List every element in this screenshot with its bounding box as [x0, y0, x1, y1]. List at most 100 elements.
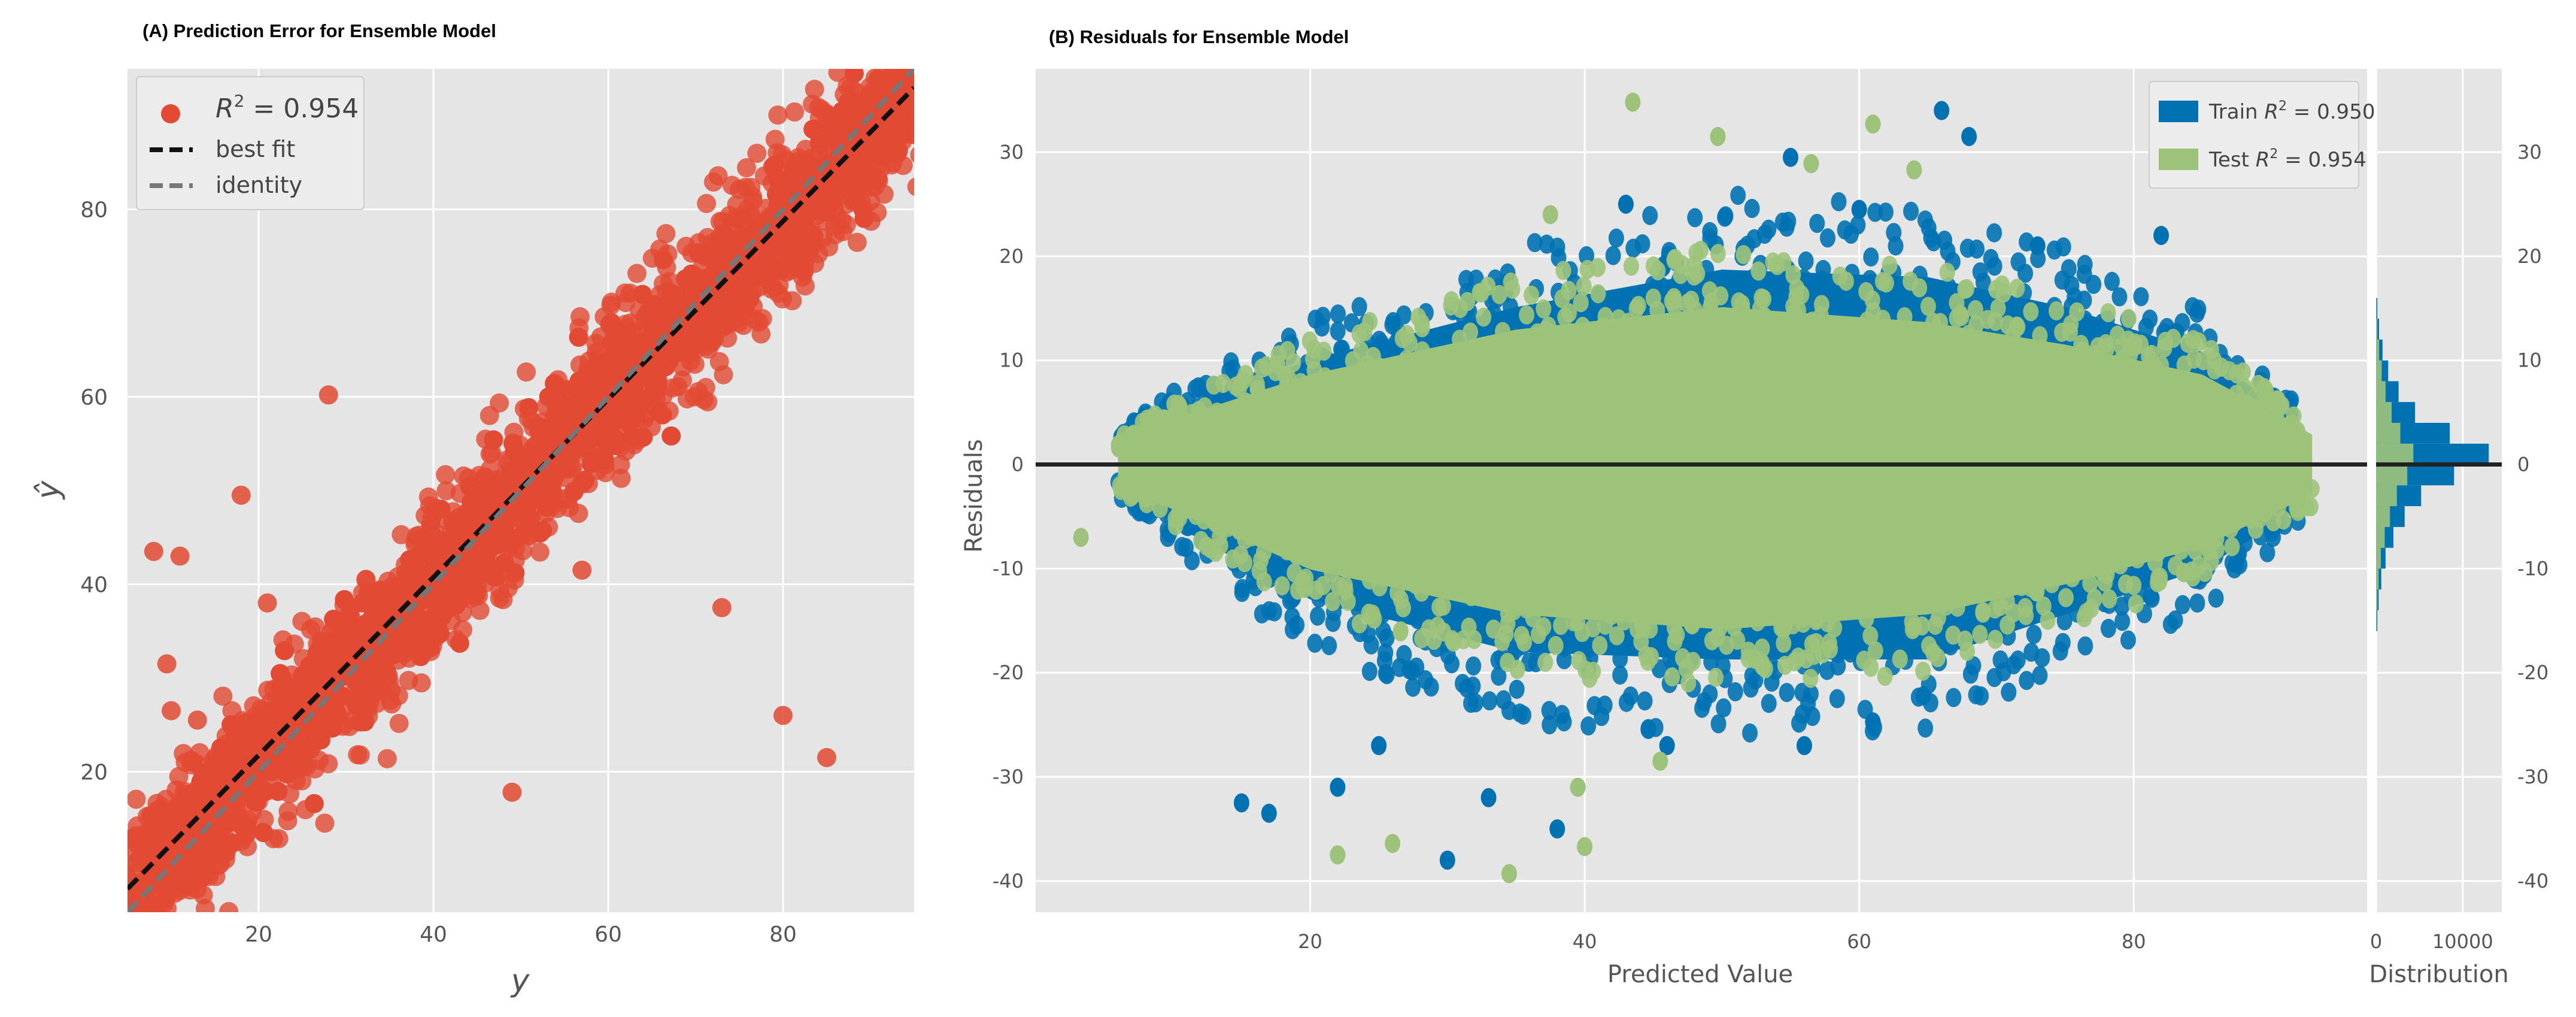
- panel-b-ytick: -40: [993, 870, 1024, 892]
- test-point: [2035, 596, 2052, 616]
- test-point: [1992, 597, 2008, 616]
- panel-b-ytick: -10: [993, 557, 1024, 580]
- panel-a-outlier: [187, 710, 207, 730]
- test-point: [1828, 576, 1844, 596]
- panel-a-point: [956, 109, 975, 128]
- test-point: [2164, 526, 2180, 546]
- panel-a-point: [940, 90, 960, 109]
- test-point: [1407, 558, 1424, 577]
- test-point: [1414, 341, 1430, 361]
- panel-a-point: [94, 866, 113, 885]
- test-point: [1614, 335, 1630, 355]
- train-outlier: [1934, 101, 1950, 120]
- train-point: [1465, 676, 1481, 696]
- panel-a-point: [456, 577, 476, 597]
- panel-a-point: [805, 80, 824, 99]
- train-point: [1687, 208, 1703, 228]
- test-point: [2054, 322, 2070, 342]
- train-point: [1351, 296, 1367, 316]
- test-point: [2058, 588, 2074, 607]
- test-point: [1709, 627, 1725, 647]
- train-point: [1509, 679, 1525, 699]
- legend-train-value: = 0.950: [2287, 100, 2375, 124]
- train-point: [1730, 186, 1746, 205]
- panel-a-point: [91, 862, 110, 882]
- test-point: [1664, 667, 1680, 687]
- test-point: [1975, 603, 1991, 623]
- panel-a-point: [836, 214, 856, 234]
- test-point: [1764, 586, 1780, 606]
- legend-train-text: Train: [2208, 100, 2264, 124]
- train-point: [1903, 201, 1919, 221]
- panel-a-point: [13, 867, 32, 886]
- legend-r2: R2 = 0.954: [216, 91, 359, 124]
- panel-a-point: [505, 563, 525, 583]
- test-point: [2273, 490, 2289, 510]
- panel-a-point: [377, 749, 397, 768]
- train-point: [1983, 249, 1999, 268]
- test-point: [1972, 625, 1988, 644]
- panel-b-legend-box: [2149, 81, 2359, 189]
- panel-a-point: [211, 738, 230, 758]
- test-point: [1443, 296, 1459, 316]
- test-point: [1590, 258, 1606, 277]
- train-point: [1867, 718, 1883, 737]
- test-point: [1724, 587, 1740, 607]
- panel-a-ytick: 20: [80, 760, 108, 785]
- test-point: [1903, 271, 1919, 291]
- test-point: [1925, 345, 1941, 365]
- train-point: [1843, 225, 1859, 244]
- train-point: [1467, 693, 1483, 713]
- panel-a-point: [545, 374, 565, 394]
- distribution-test-bar: [2376, 547, 2381, 569]
- panel-a-point: [329, 641, 348, 661]
- test-point: [1569, 580, 1585, 600]
- distribution-test-bar: [2376, 485, 2397, 507]
- panel-a-point: [41, 895, 60, 914]
- panel-a-point: [377, 661, 396, 681]
- train-outlier: [1371, 735, 1387, 755]
- panel-a-point: [463, 549, 483, 568]
- panel-a-point: [140, 824, 160, 843]
- test-outlier: [1073, 528, 1089, 547]
- panel-a-outlier: [157, 654, 177, 674]
- test-point: [1892, 649, 1908, 669]
- test-point: [1939, 262, 1955, 282]
- test-point: [2049, 301, 2065, 320]
- test-point: [1637, 597, 1653, 617]
- test-point: [1548, 635, 1564, 655]
- test-point: [2177, 376, 2193, 395]
- panel-a-point: [611, 468, 631, 488]
- panel-a-point: [923, 68, 942, 87]
- train-point: [1941, 277, 1957, 297]
- distribution-test-bar: [2376, 423, 2401, 444]
- distribution-train-bar: [2376, 339, 2383, 361]
- test-point: [1513, 626, 1530, 646]
- test-point: [1256, 572, 1272, 592]
- train-point: [2167, 610, 2183, 630]
- test-point: [1395, 598, 1412, 618]
- panel-a-point: [917, 63, 936, 83]
- panel-a-point: [601, 295, 621, 315]
- distribution-ytick: -10: [2517, 557, 2548, 580]
- test-point: [1945, 625, 1961, 645]
- test-point: [1215, 374, 1231, 394]
- test-point: [1249, 379, 1266, 399]
- panel-a-point: [838, 92, 858, 112]
- panel-a-point: [876, 138, 896, 158]
- panel-a-point: [893, 32, 912, 52]
- train-point: [1937, 230, 1953, 250]
- test-point: [1151, 413, 1167, 432]
- panel-a-outlier: [257, 593, 277, 613]
- panel-a-point: [809, 244, 829, 264]
- panel-a-point: [939, 104, 958, 123]
- panel-a-point: [222, 833, 242, 853]
- test-point: [1460, 292, 1476, 311]
- test-point: [1949, 597, 1965, 617]
- panel-a-ytick: 60: [80, 386, 108, 410]
- panel-a-point: [939, 110, 958, 129]
- test-point: [1167, 516, 1184, 535]
- train-point: [1819, 228, 1835, 248]
- train-point: [1174, 537, 1190, 556]
- panel-a-point: [943, 139, 963, 158]
